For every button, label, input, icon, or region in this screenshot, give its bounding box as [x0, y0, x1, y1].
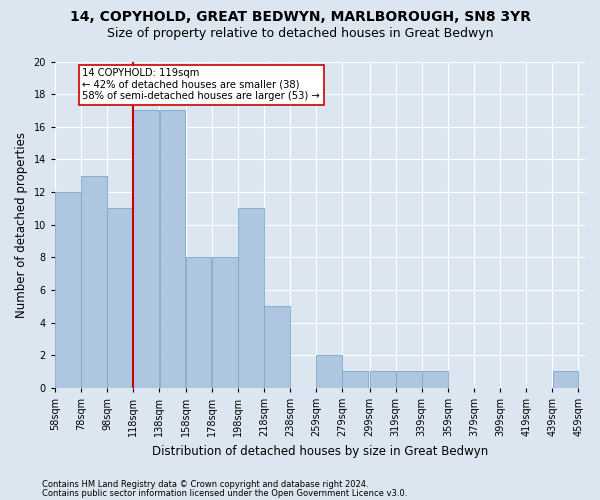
X-axis label: Distribution of detached houses by size in Great Bedwyn: Distribution of detached houses by size …: [152, 444, 488, 458]
Bar: [186, 258, 211, 388]
Text: 14, COPYHOLD, GREAT BEDWYN, MARLBOROUGH, SN8 3YR: 14, COPYHOLD, GREAT BEDWYN, MARLBOROUGH,…: [70, 10, 530, 24]
Bar: [343, 372, 368, 388]
Bar: [133, 110, 159, 388]
Bar: [81, 176, 107, 388]
Text: Contains HM Land Registry data © Crown copyright and database right 2024.: Contains HM Land Registry data © Crown c…: [42, 480, 368, 489]
Text: Contains public sector information licensed under the Open Government Licence v3: Contains public sector information licen…: [42, 488, 407, 498]
Bar: [160, 110, 185, 388]
Bar: [316, 355, 342, 388]
Bar: [238, 208, 263, 388]
Bar: [264, 306, 290, 388]
Y-axis label: Number of detached properties: Number of detached properties: [15, 132, 28, 318]
Text: 14 COPYHOLD: 119sqm
← 42% of detached houses are smaller (38)
58% of semi-detach: 14 COPYHOLD: 119sqm ← 42% of detached ho…: [82, 68, 320, 101]
Bar: [396, 372, 422, 388]
Bar: [422, 372, 448, 388]
Bar: [212, 258, 238, 388]
Bar: [55, 192, 81, 388]
Bar: [553, 372, 578, 388]
Bar: [107, 208, 133, 388]
Bar: [370, 372, 395, 388]
Text: Size of property relative to detached houses in Great Bedwyn: Size of property relative to detached ho…: [107, 28, 493, 40]
